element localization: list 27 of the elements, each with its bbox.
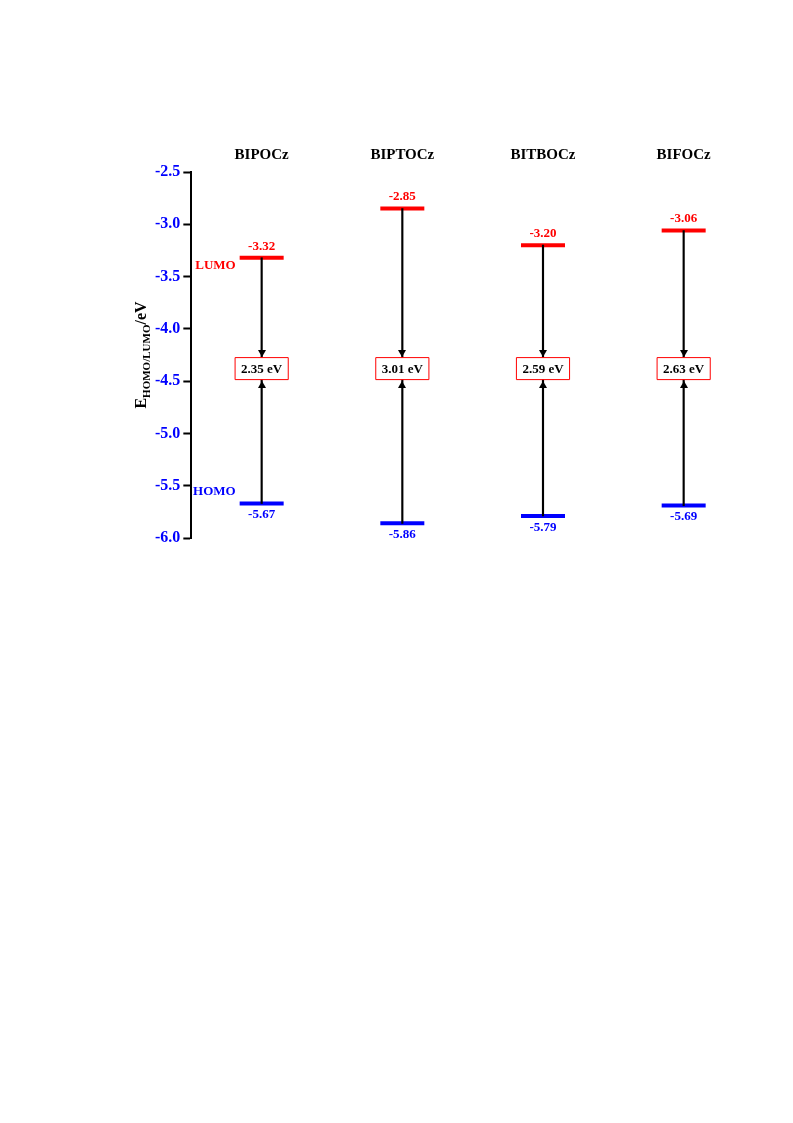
annotation: -3.32 — [248, 237, 276, 253]
y-tick-label: -2.5 — [155, 162, 181, 180]
y-tick-label: -6.0 — [155, 528, 181, 546]
annotation: -5.79 — [529, 518, 558, 534]
y-axis-title: EHOMO/LUMO/eV — [132, 301, 152, 409]
x-tick-label: BIPTOCz — [370, 145, 435, 162]
data-label: 2.35 eV — [241, 360, 283, 376]
y-tick-label: -5.0 — [155, 423, 181, 441]
y-tick-label: -4.0 — [155, 319, 181, 336]
data-label: 3.01 eV — [381, 360, 424, 376]
y-tick-label: -3.5 — [155, 266, 181, 284]
x-tick-label: BIPOCz — [234, 145, 290, 162]
annotation: -3.06 — [670, 210, 698, 226]
data-label: 2.63 eV — [663, 360, 705, 376]
annotation: LUMO — [195, 257, 236, 273]
annotation: -5.67 — [248, 506, 276, 522]
annotation: HOMO — [193, 482, 236, 498]
y-tick-label: -4.5 — [155, 371, 181, 389]
y-tick-label: -3.0 — [155, 214, 181, 232]
annotation: -2.85 — [388, 188, 417, 204]
x-tick-label: BIFOCz — [656, 145, 712, 162]
x-tick-label: BITBOCz — [510, 145, 576, 162]
annotation: -3.20 — [529, 225, 557, 241]
data-label: 2.59 eV — [522, 360, 565, 376]
annotation: -5.86 — [388, 526, 417, 542]
annotation: -5.69 — [670, 508, 698, 524]
y-tick-label: -5.5 — [155, 475, 181, 493]
